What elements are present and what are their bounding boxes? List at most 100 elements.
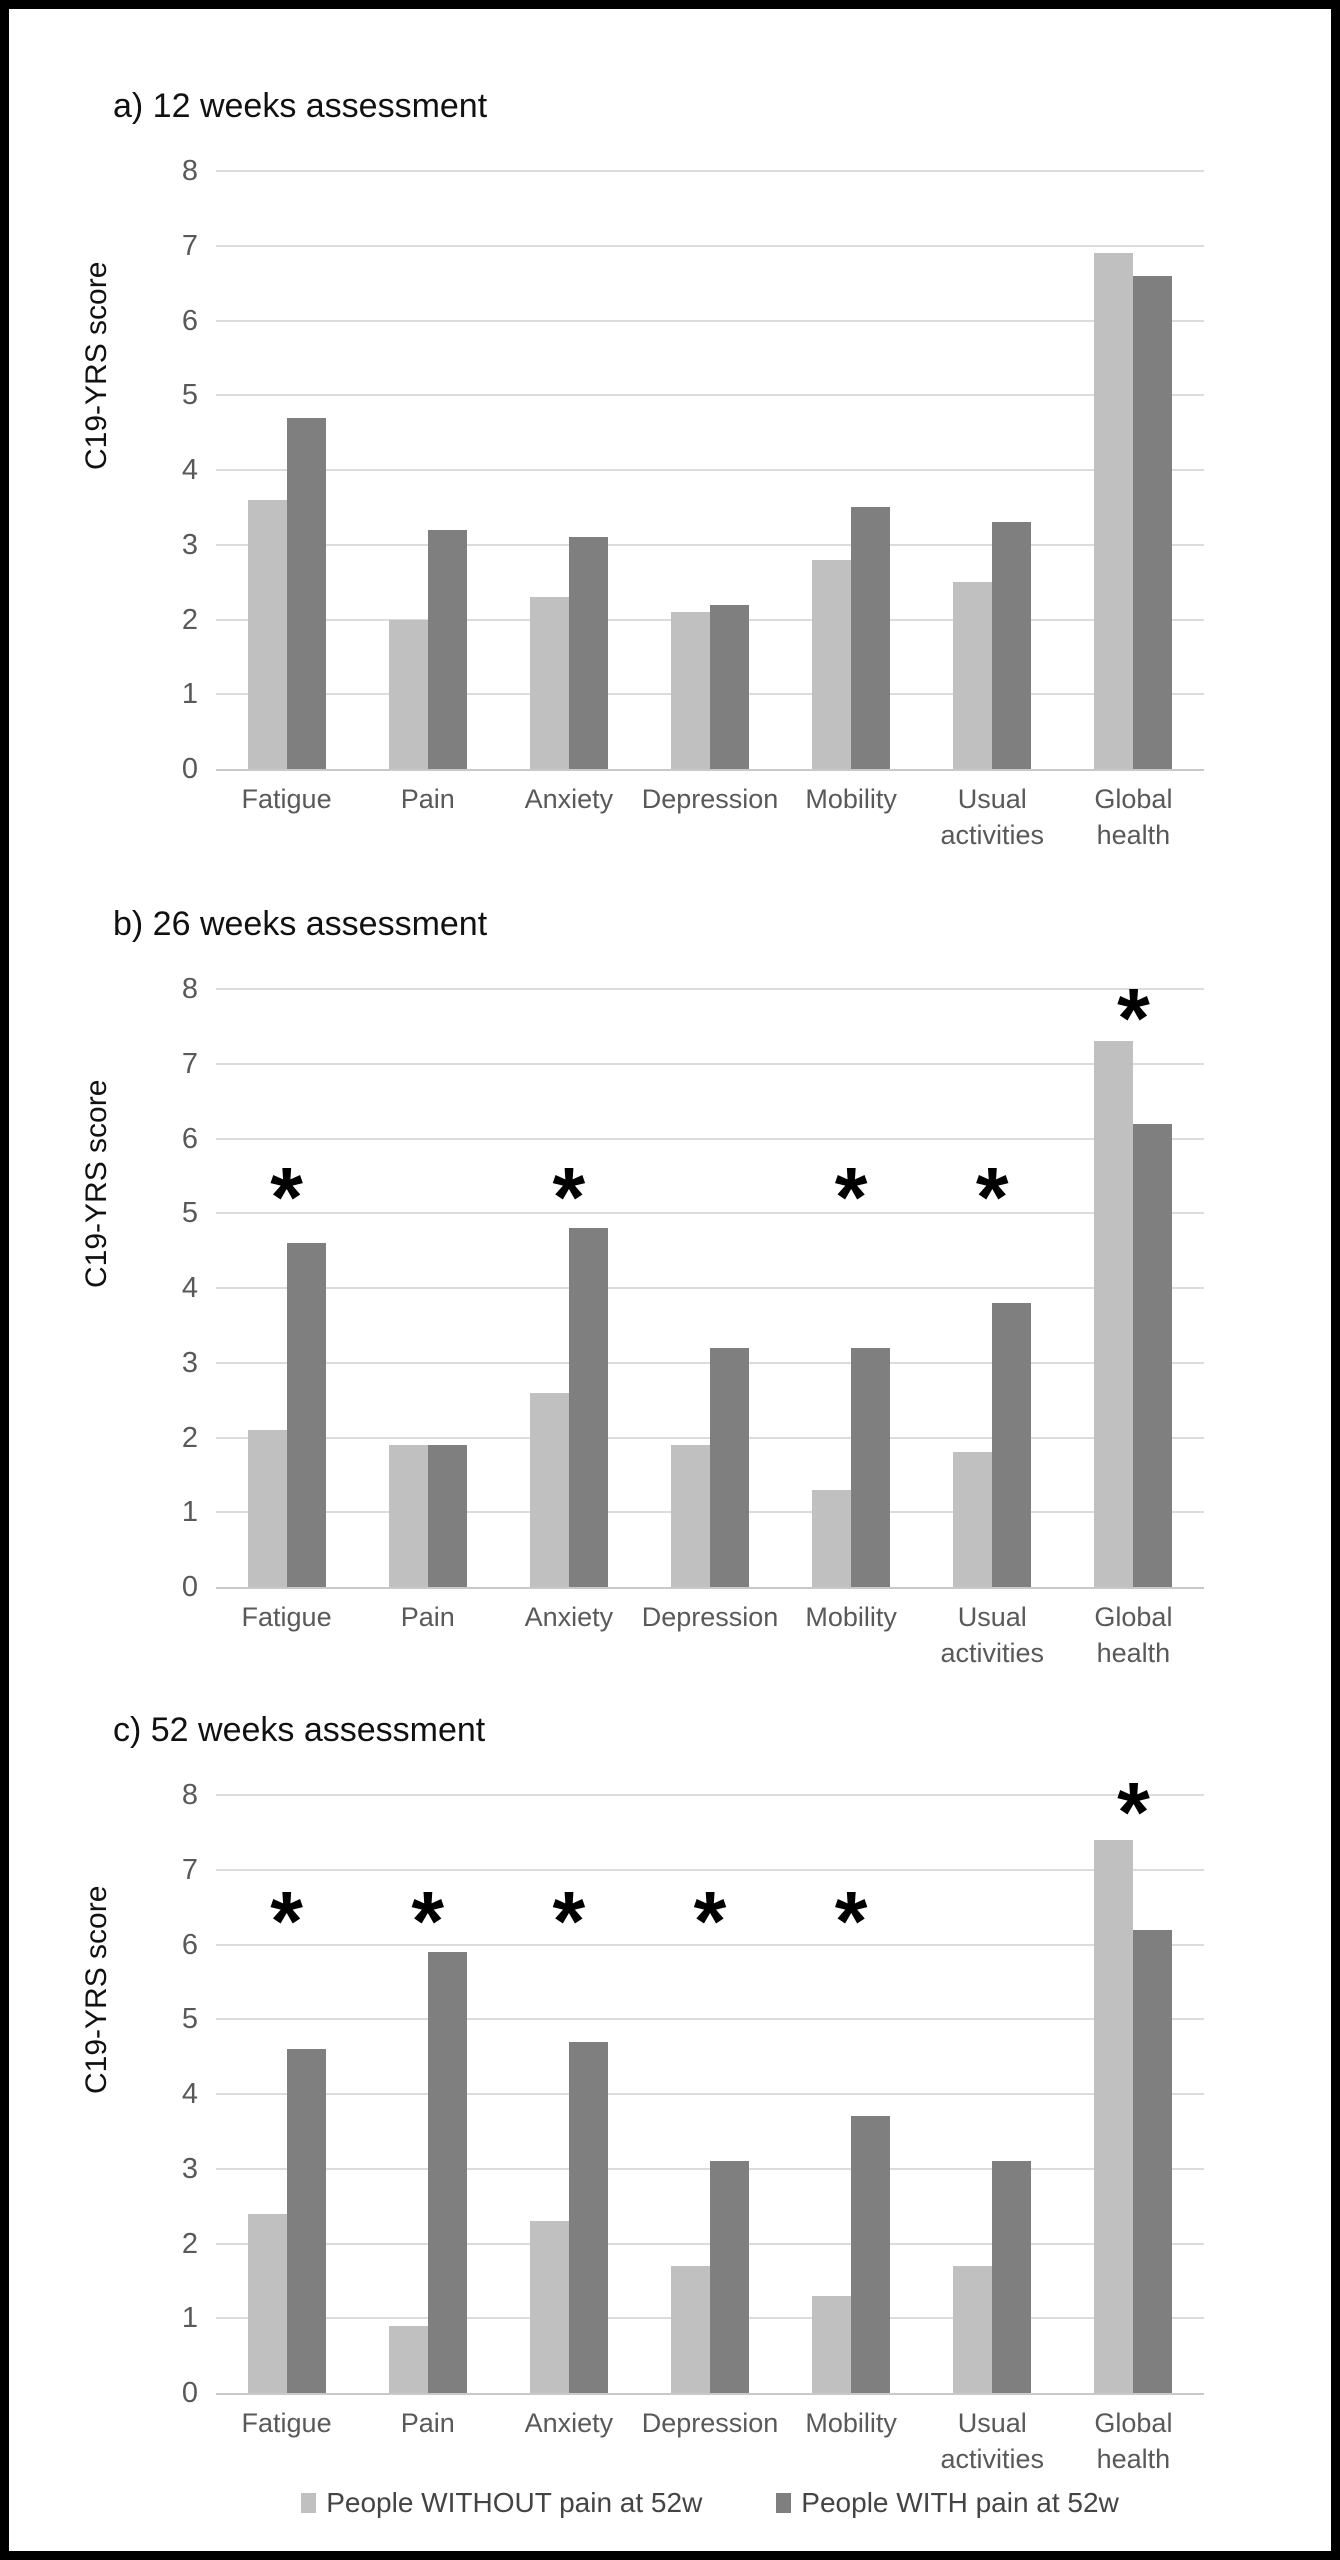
y-tick-label: 6 xyxy=(181,1928,198,1961)
gridline xyxy=(216,1287,1204,1289)
significance-marker: * xyxy=(834,1873,868,1968)
gridline xyxy=(216,469,1204,471)
x-axis-labels: Fatigue Pain Anxiety Depression Mobility Usua… xyxy=(216,2405,1204,2495)
x-category-label: Mobility xyxy=(805,784,897,814)
y-tick-label: 2 xyxy=(181,1421,198,1454)
y-tick-label: 5 xyxy=(181,2003,198,2036)
bar-without-pain xyxy=(388,619,428,769)
x-category-label: Usual activities xyxy=(940,784,1045,850)
bar-without-pain xyxy=(247,499,287,769)
bar-without-pain xyxy=(812,559,852,769)
y-tick-label: 1 xyxy=(181,1496,198,1529)
y-tick-label: 3 xyxy=(181,528,198,561)
x-category-label: Global health xyxy=(1094,784,1173,850)
bar-with-pain xyxy=(1133,1929,1173,2393)
gridline xyxy=(216,319,1204,322)
y-tick-label: 1 xyxy=(181,678,198,711)
gridline xyxy=(216,1794,1204,1796)
x-category-label: Mobility xyxy=(805,1602,897,1632)
significance-marker: * xyxy=(270,1873,303,1968)
y-tick-label: 4 xyxy=(181,454,198,486)
y-tick-label: 8 xyxy=(181,155,198,187)
gridline xyxy=(216,543,1204,546)
x-category-label: Depression xyxy=(641,1602,779,1632)
plot-area: 0 1 2 3 4 5 6 7 8 xyxy=(182,155,1204,785)
y-tick-label: 7 xyxy=(181,229,198,262)
bar-with-pain xyxy=(851,507,891,769)
x-category-label: Usual activities xyxy=(940,2408,1045,2474)
bar-without-pain xyxy=(812,2295,852,2393)
x-category-label: Depression xyxy=(641,784,779,814)
bar-without-pain xyxy=(529,1392,569,1587)
plot-area: 0 1 2 3 4 5 6 7 8 * * * * * xyxy=(182,973,1204,1603)
gridline xyxy=(216,1943,1204,1946)
bar-without-pain xyxy=(529,597,569,769)
bar-without-pain xyxy=(529,2221,569,2393)
x-category-label: Fatigue xyxy=(241,1602,332,1632)
bar-with-pain xyxy=(851,1347,891,1587)
y-tick-label: 6 xyxy=(181,304,198,337)
x-category-label: Anxiety xyxy=(524,784,614,814)
significance-marker: * xyxy=(693,1873,727,1968)
bar-with-pain xyxy=(710,2161,749,2393)
bar-with-pain xyxy=(568,537,608,769)
legend-label: People WITH pain at 52w xyxy=(801,2487,1119,2518)
gridline xyxy=(216,2018,1204,2021)
x-axis-labels: Fatigue Pain Anxiety Depression Mobility Usua… xyxy=(216,781,1204,871)
gridline xyxy=(216,1137,1204,1140)
x-axis-labels: Fatigue Pain Anxiety Depression Mobility Usua… xyxy=(216,1599,1204,1689)
x-category-label: Fatigue xyxy=(241,2408,332,2438)
bar-with-pain xyxy=(286,417,326,769)
y-tick-label: 5 xyxy=(181,379,198,412)
gridline xyxy=(216,988,1204,990)
y-tick-label: 4 xyxy=(181,1272,198,1304)
y-tick-label: 2 xyxy=(181,603,198,636)
bar-with-pain xyxy=(286,2049,326,2393)
x-category-label: Depression xyxy=(641,2408,779,2438)
legend-swatch-dark xyxy=(776,2493,792,2513)
gridline xyxy=(216,394,1204,397)
significance-marker: * xyxy=(411,1873,445,1968)
bar-without-pain xyxy=(247,1430,287,1587)
legend: People WITHOUT pain at 52w People WITH p… xyxy=(216,2487,1204,2519)
bar-with-pain xyxy=(568,2041,608,2393)
gridline xyxy=(216,2093,1204,2095)
y-tick-label: 0 xyxy=(181,753,198,785)
bar-without-pain xyxy=(671,612,710,769)
bar-without-pain xyxy=(671,2265,710,2393)
x-category-label: Anxiety xyxy=(524,1602,614,1632)
x-category-label: Pain xyxy=(400,2408,455,2438)
gridline xyxy=(216,1212,1204,1215)
legend-item-with-pain: People WITH pain at 52w xyxy=(776,2487,1119,2519)
gridline xyxy=(216,1062,1204,1065)
x-category-label: Pain xyxy=(400,784,455,814)
bar-without-pain xyxy=(388,1444,428,1587)
y-tick-label: 1 xyxy=(181,2302,198,2335)
bar-with-pain xyxy=(992,1302,1032,1587)
bar-with-pain xyxy=(286,1243,326,1587)
y-tick-label: 8 xyxy=(181,1779,198,1811)
y-tick-label: 4 xyxy=(181,2078,198,2110)
gridline xyxy=(216,1868,1204,1871)
bar-with-pain xyxy=(992,522,1032,769)
x-category-label: Fatigue xyxy=(241,784,332,814)
bar-with-pain xyxy=(710,604,749,769)
x-category-label: Mobility xyxy=(805,2408,897,2438)
significance-marker: * xyxy=(834,1150,868,1245)
bar-with-pain xyxy=(1133,275,1173,769)
bar-with-pain xyxy=(992,2161,1032,2393)
significance-marker: * xyxy=(1117,970,1150,1065)
y-tick-label: 7 xyxy=(181,1047,198,1080)
x-category-label: Global health xyxy=(1094,1602,1173,1668)
bar-with-pain xyxy=(568,1228,608,1587)
bar-without-pain xyxy=(953,1452,993,1587)
bar-without-pain xyxy=(1094,1839,1134,2393)
bar-without-pain xyxy=(1094,1041,1134,1587)
legend-swatch-light xyxy=(301,2493,317,2513)
y-tick-label: 7 xyxy=(181,1853,198,1886)
significance-marker: * xyxy=(1117,1765,1150,1860)
